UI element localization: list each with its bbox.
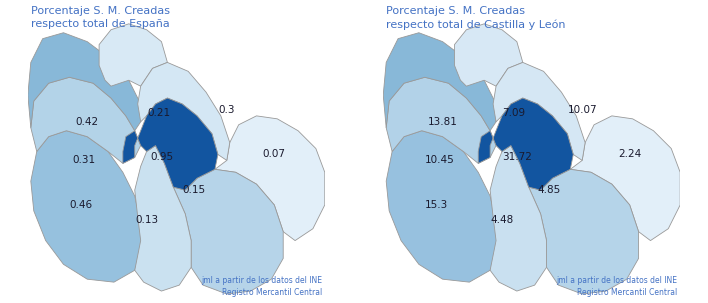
Text: 0.15: 0.15 — [183, 185, 206, 195]
Text: Porcentaje S. M. Creadas
respecto total de España: Porcentaje S. M. Creadas respecto total … — [31, 6, 170, 29]
Polygon shape — [383, 33, 496, 131]
Polygon shape — [28, 33, 141, 131]
Text: 2.24: 2.24 — [618, 149, 641, 159]
Text: 4.85: 4.85 — [538, 185, 561, 195]
Text: jml a partir de los datos del INE
Registro Mercantil Central: jml a partir de los datos del INE Regist… — [556, 276, 677, 297]
Text: 0.95: 0.95 — [150, 152, 173, 162]
Polygon shape — [478, 98, 573, 190]
Text: 7.09: 7.09 — [502, 108, 525, 118]
Polygon shape — [173, 169, 283, 294]
Text: 0.21: 0.21 — [147, 108, 170, 118]
Polygon shape — [570, 116, 680, 241]
Text: Porcentaje S. M. Creadas
respecto total de Castilla y León: Porcentaje S. M. Creadas respecto total … — [386, 6, 566, 30]
Polygon shape — [138, 62, 230, 160]
Polygon shape — [386, 131, 499, 282]
Text: 4.48: 4.48 — [491, 215, 513, 225]
Polygon shape — [386, 77, 496, 163]
Text: 0.31: 0.31 — [73, 155, 96, 165]
Polygon shape — [493, 62, 585, 160]
Polygon shape — [31, 77, 141, 163]
Polygon shape — [529, 169, 639, 294]
Text: 10.45: 10.45 — [425, 155, 455, 165]
Text: 0.42: 0.42 — [76, 117, 99, 127]
Polygon shape — [31, 131, 144, 282]
Text: 31.72: 31.72 — [502, 152, 532, 162]
Polygon shape — [135, 145, 191, 291]
Polygon shape — [123, 98, 218, 190]
Text: 15.3: 15.3 — [425, 200, 448, 210]
Text: jml a partir de los datos del INE
Registro Mercantil Central: jml a partir de los datos del INE Regist… — [201, 276, 322, 297]
Text: 0.46: 0.46 — [69, 200, 93, 210]
Text: 10.07: 10.07 — [567, 105, 597, 115]
Text: 13.81: 13.81 — [428, 117, 457, 127]
Text: 0.07: 0.07 — [263, 149, 286, 159]
Polygon shape — [99, 24, 167, 86]
Polygon shape — [490, 145, 547, 291]
Text: 0.3: 0.3 — [219, 105, 235, 115]
Polygon shape — [455, 24, 523, 86]
Text: 0.13: 0.13 — [135, 215, 158, 225]
Polygon shape — [215, 116, 325, 241]
